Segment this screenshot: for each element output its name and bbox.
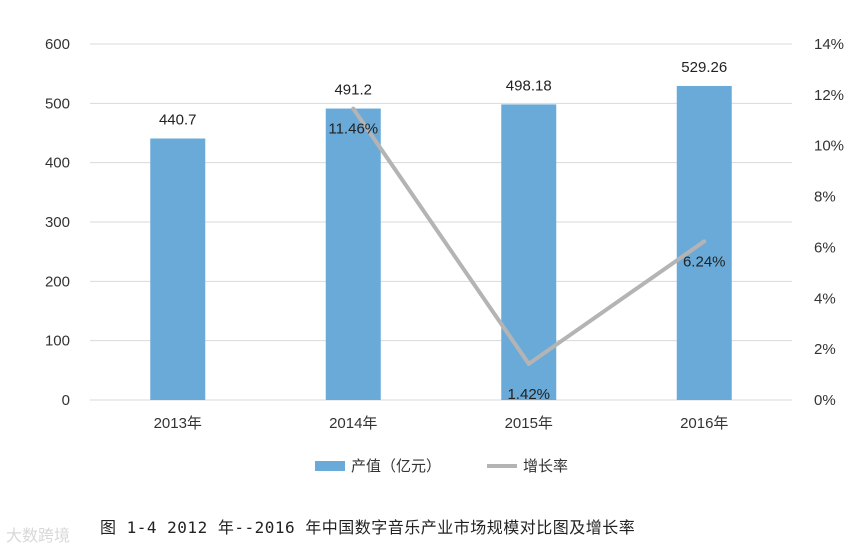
- bar: [150, 138, 206, 400]
- data-labels: 440.7 491.2 498.18 529.26 11.46% 1.42% 6.24%: [159, 59, 727, 403]
- right-axis-tick-label: 6%: [814, 239, 836, 256]
- left-axis-tick-label: 100: [45, 333, 70, 350]
- combo-chart: 440.7 491.2 498.18 529.26 11.46% 1.42% 6.24% 0…: [45, 36, 844, 475]
- axes: 0 100 200 300 400 500 600 0% 2% 4% 6% 8% 10% 12% 14% 20…: [45, 36, 844, 432]
- bar: [325, 108, 381, 401]
- watermark: 大数跨境: [6, 526, 71, 545]
- left-axis-tick-label: 400: [45, 155, 70, 172]
- gridlines: [90, 43, 792, 401]
- bar-series: [150, 85, 732, 401]
- line-point: [351, 106, 356, 111]
- bar-value-label: 440.7: [159, 112, 197, 129]
- bar-value-label: 498.18: [506, 77, 552, 94]
- left-axis-tick-label: 600: [45, 36, 70, 53]
- right-axis-tick-label: 12%: [814, 87, 844, 104]
- x-axis-tick-label: 2016年: [680, 415, 728, 432]
- right-axis-tick-label: 4%: [814, 290, 836, 307]
- bar-value-label: 529.26: [681, 59, 727, 76]
- bar: [501, 104, 557, 400]
- bar-value-label: 491.2: [334, 82, 372, 99]
- x-axis-tick-label: 2014年: [329, 415, 377, 432]
- figure-caption: 图 1-4 2012 年--2016 年中国数字音乐产业市场规模对比图及增长率: [100, 518, 636, 537]
- legend: 产值（亿元） 增长率: [315, 458, 568, 475]
- legend-line-label: 增长率: [523, 458, 568, 475]
- line-value-label: 1.42%: [507, 386, 550, 403]
- left-axis-tick-label: 0: [62, 392, 70, 409]
- line-value-label: 11.46%: [328, 121, 378, 138]
- right-axis-tick-label: 10%: [814, 138, 844, 155]
- line-point: [526, 361, 531, 366]
- x-axis-tick-label: 2015年: [505, 415, 553, 432]
- right-axis-tick-label: 0%: [814, 392, 836, 409]
- line-value-label: 6.24%: [683, 253, 726, 270]
- right-axis-tick-label: 8%: [814, 189, 836, 206]
- right-axis-tick-label: 14%: [814, 36, 844, 53]
- left-axis-tick-label: 200: [45, 273, 70, 290]
- x-axis-tick-label: 2013年: [154, 415, 202, 432]
- legend-bar-swatch: [315, 461, 345, 471]
- legend-bar-label: 产值（亿元）: [351, 458, 441, 475]
- growth-line-series: [351, 106, 707, 366]
- line-point: [702, 239, 707, 244]
- left-axis-tick-label: 500: [45, 95, 70, 112]
- left-axis-tick-label: 300: [45, 214, 70, 231]
- right-axis-tick-label: 2%: [814, 341, 836, 358]
